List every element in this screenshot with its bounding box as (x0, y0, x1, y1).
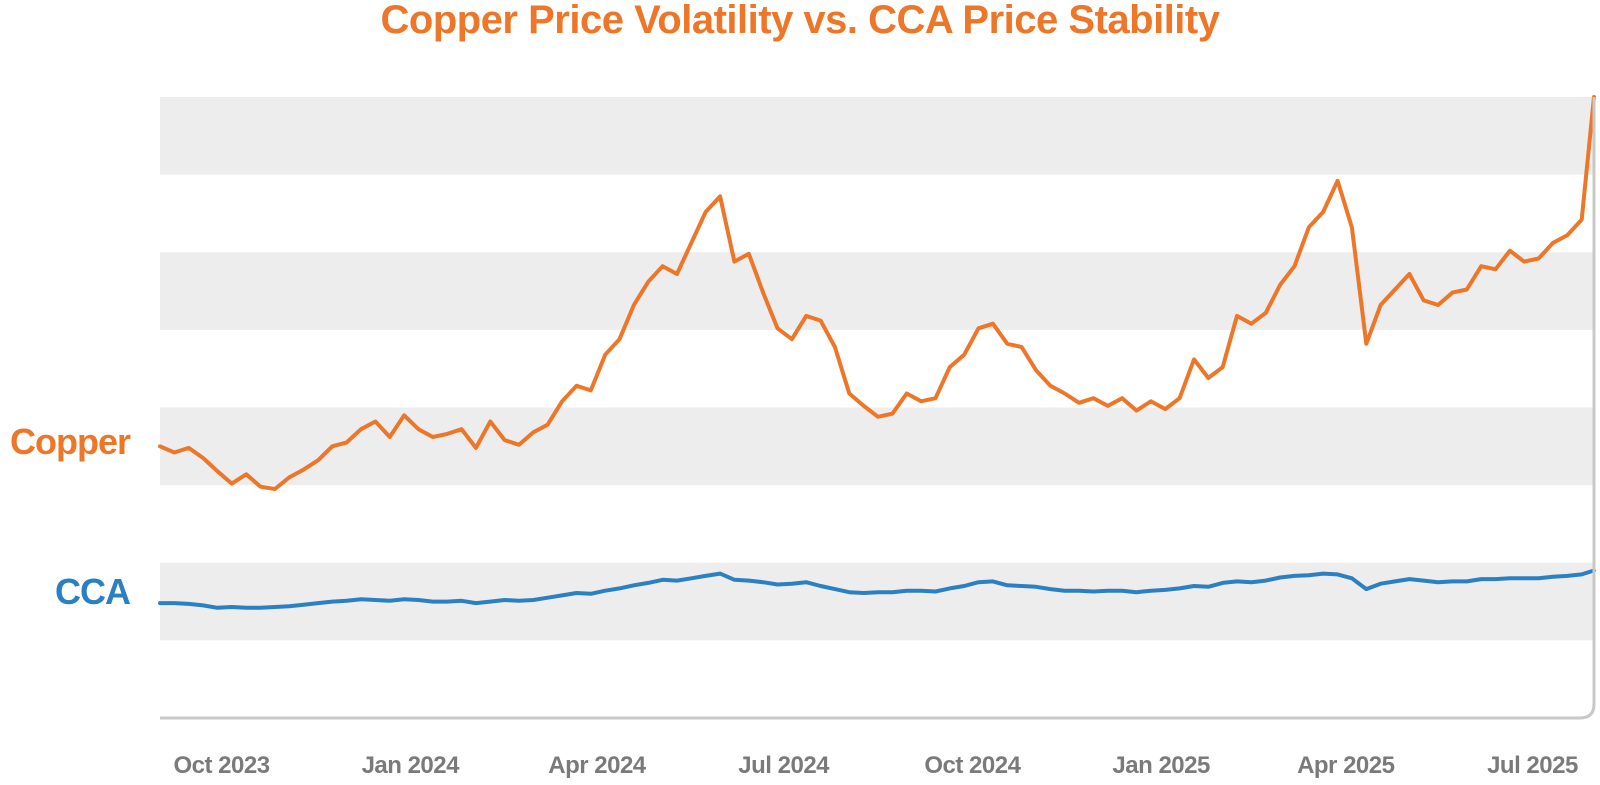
x-tick-label: Apr 2025 (1297, 752, 1395, 779)
x-tick-label: Jan 2025 (1112, 752, 1210, 779)
series-line-copper (158, 95, 1596, 491)
x-axis-ticks: Oct 2023 Jan 2024 Apr 2024 Jul 2024 Oct 2024… (174, 752, 1579, 779)
axis-frame (160, 97, 1596, 720)
series-lines (158, 95, 1596, 610)
grid-band (160, 407, 1594, 486)
x-tick-label: Jan 2024 (362, 752, 461, 779)
series-label-copper: Copper (10, 421, 131, 462)
x-tick-label: Apr 2024 (548, 752, 647, 779)
x-tick-label: Jul 2025 (1487, 752, 1578, 779)
grid-band (160, 252, 1594, 330)
series-label-cca: CCA (55, 571, 131, 612)
grid-band (160, 97, 1594, 175)
x-tick-label: Oct 2023 (174, 752, 270, 779)
series-line-cca (158, 568, 1596, 610)
background-bands (160, 97, 1594, 641)
chart-title: Copper Price Volatility vs. CCA Price St… (380, 0, 1220, 42)
x-tick-label: Jul 2024 (738, 752, 830, 779)
x-tick-label: Oct 2024 (924, 752, 1021, 779)
